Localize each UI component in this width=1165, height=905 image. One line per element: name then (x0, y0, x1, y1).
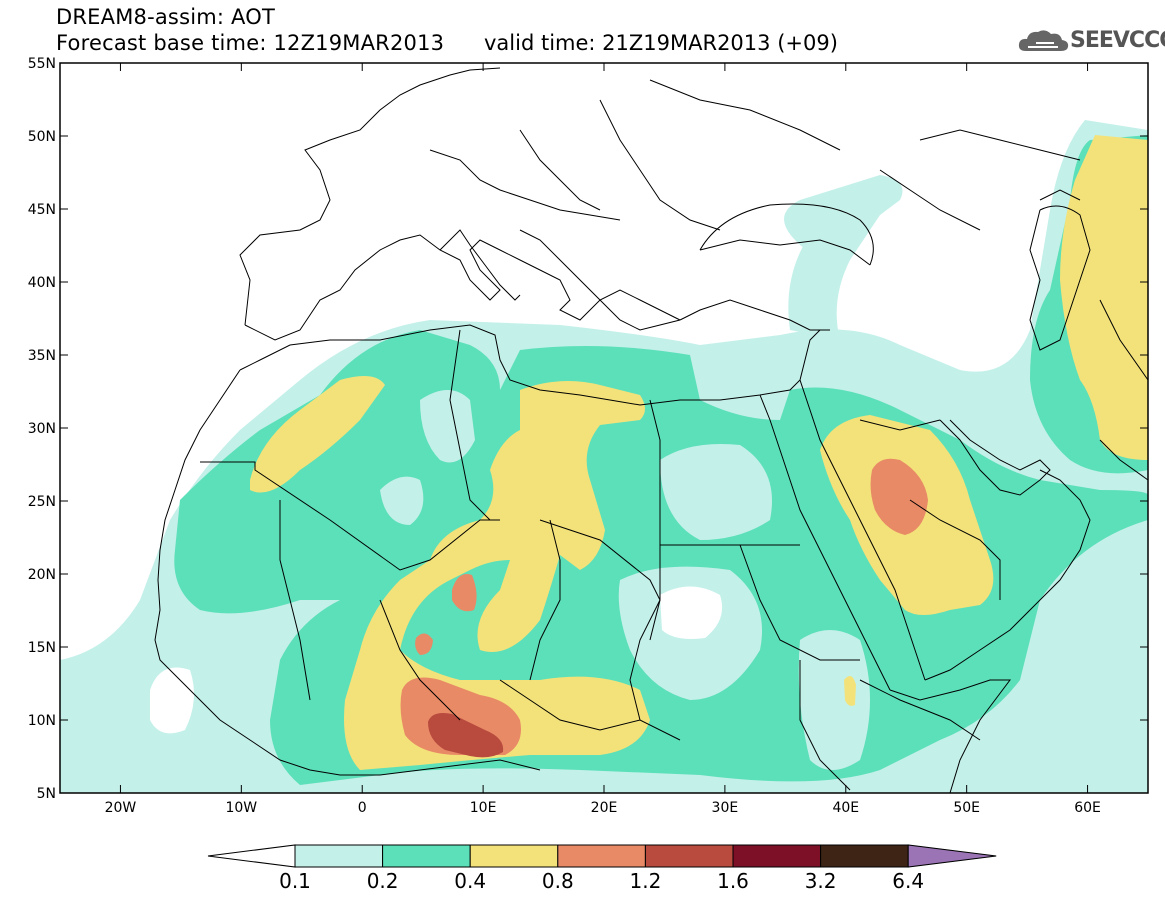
lon-tick-label: 10W (225, 800, 257, 816)
lat-axis: 55N 50N 45N 40N 35N 30N 25N 20N 15N 10N 5N (28, 56, 1148, 802)
colorbar-swatch (644, 844, 734, 868)
lon-tick-label: 20E (591, 800, 618, 816)
aot-contour-1.2 (428, 713, 504, 758)
aot-contour-0.4-east (1060, 135, 1148, 460)
lon-tick-label: 40E (832, 800, 859, 816)
lat-tick-label: 40N (28, 275, 56, 291)
lat-tick-label: 35N (28, 348, 56, 364)
aot-contour-0.4-central (344, 381, 650, 770)
colorbar-swatch (469, 844, 559, 868)
colorbar-swatch (294, 844, 384, 868)
lon-tick-label: 10E (470, 800, 497, 816)
lon-tick-label: 20W (105, 800, 137, 816)
aot-contour-0.4 (250, 376, 385, 493)
lon-tick-label: 0 (358, 800, 367, 816)
lat-tick-label: 20N (28, 567, 56, 583)
colorbar-level-label: 3.2 (804, 869, 837, 893)
seevccc-logo: SEEVCCC (1018, 27, 1165, 55)
lon-tick-label: 60E (1074, 800, 1101, 816)
colorbar-under-arrow (207, 844, 296, 868)
lat-tick-label: 55N (28, 56, 56, 72)
colorbar (207, 844, 997, 868)
colorbar-level-label: 0.1 (279, 869, 311, 893)
coastlines (154, 67, 1148, 793)
lat-tick-label: 50N (28, 129, 56, 145)
forecast-base-time: Forecast base time: 12Z19MAR2013 (56, 31, 445, 55)
logo-text: SEEVCCC (1070, 28, 1165, 53)
colorbar-swatch (557, 844, 646, 868)
lon-tick-label: 50E (953, 800, 980, 816)
lat-tick-label: 5N (37, 786, 56, 802)
lat-tick-label: 25N (28, 494, 56, 510)
colorbar-level-label: 0.2 (366, 869, 399, 893)
lat-tick-label: 30N (28, 421, 56, 437)
aot-contour-0.8-sahel (452, 574, 477, 612)
lon-axis: 20W 10W 0 10E 20E 30E 40E 50E 60E (105, 63, 1101, 816)
aot-contour-0.8 (870, 458, 928, 535)
aot-contour-0.1-north (788, 178, 893, 340)
colorbar-level-label: 0.8 (541, 869, 574, 893)
colorbar-swatch (382, 844, 471, 868)
colorbar-level-label: 1.6 (717, 869, 749, 893)
map-title: DREAM8-assim: AOT (56, 5, 275, 29)
colorbar-level-label: 0.4 (454, 869, 487, 893)
colorbar-swatch (732, 844, 822, 868)
aot-shading (60, 120, 1148, 793)
valid-time: valid time: 21Z19MAR2013 (+09) (484, 31, 838, 55)
lat-tick-label: 10N (28, 713, 56, 729)
colorbar-swatch (820, 844, 909, 868)
lon-tick-label: 30E (712, 800, 739, 816)
lat-tick-label: 15N (28, 640, 56, 656)
colorbar-level-label: 1.2 (629, 869, 662, 893)
colorbar-over-arrow (907, 844, 997, 868)
lat-tick-label: 45N (28, 202, 56, 218)
colorbar-level-label: 6.4 (892, 869, 925, 893)
cloud-logo-icon (1018, 30, 1069, 51)
